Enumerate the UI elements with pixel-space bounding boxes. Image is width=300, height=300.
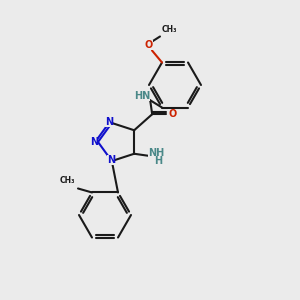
Text: HN: HN	[134, 91, 150, 101]
Text: O: O	[145, 40, 153, 50]
Text: N: N	[107, 155, 115, 165]
Text: O: O	[168, 109, 176, 119]
Text: H: H	[154, 156, 162, 166]
Text: N: N	[90, 137, 98, 147]
Text: N: N	[105, 117, 113, 127]
Text: CH₃: CH₃	[162, 26, 178, 34]
Text: NH: NH	[148, 148, 164, 158]
Text: CH₃: CH₃	[59, 176, 75, 185]
